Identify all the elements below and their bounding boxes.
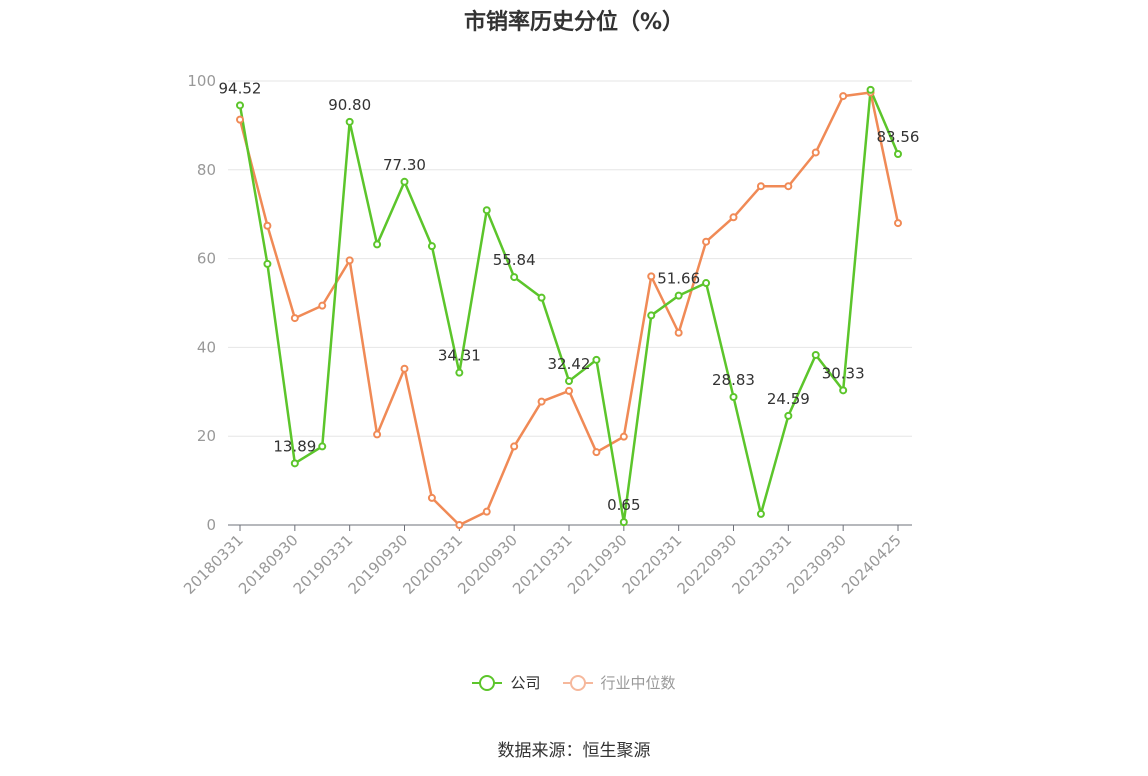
data-point-company (784, 411, 793, 420)
data-point-company (674, 291, 683, 300)
data-point-industry (619, 432, 628, 441)
data-labels: 94.52 13.89 90.80 77.30 34.31 55.84 32.42 0.65 5… (219, 79, 920, 514)
legend-swatch-company (472, 674, 503, 691)
data-point-industry (647, 272, 656, 281)
data-point-company (482, 206, 491, 215)
data-point-industry (482, 507, 491, 516)
data-point-industry (674, 328, 683, 337)
data-point-company (866, 85, 875, 94)
data-point-industry (290, 314, 299, 323)
data-point-company (756, 509, 765, 518)
data-point-industry (894, 219, 902, 228)
data-point-industry (784, 182, 793, 191)
data-point-industry (537, 397, 546, 406)
data-point-industry (400, 364, 409, 373)
data-point-industry (427, 493, 436, 502)
y-tick-label: 0 (206, 516, 216, 534)
legend-label-industry: 行业中位数 (600, 674, 676, 692)
data-label-company: 51.66 (657, 270, 700, 288)
data-point-industry (811, 148, 820, 157)
y-tick-label: 60 (197, 250, 216, 268)
legend: 公司 行业中位数 (0, 672, 1148, 693)
x-tick-label: 20240425 (838, 531, 905, 598)
data-point-company (647, 311, 656, 320)
line-chart: 0204060801002018033120180930201903312019… (180, 72, 920, 598)
data-point-company (318, 442, 327, 451)
data-label-company: 77.30 (383, 156, 426, 174)
data-point-company (290, 459, 299, 468)
data-point-company (811, 350, 820, 359)
data-source: 数据来源：恒生聚源 (497, 741, 651, 761)
legend-swatch-industry (562, 674, 593, 691)
data-label-company: 32.42 (548, 355, 591, 373)
y-tick-label: 20 (197, 427, 216, 445)
data-label-company: 30.33 (822, 364, 865, 382)
data-point-industry (455, 521, 464, 529)
chart-title: 市销率历史分位（%） (463, 10, 685, 35)
data-point-company (729, 392, 738, 401)
data-point-industry (236, 115, 244, 124)
data-point-company (537, 293, 546, 302)
y-tick-label: 100 (187, 72, 216, 90)
grid-lines (228, 80, 912, 437)
data-label-company: 28.83 (712, 371, 755, 389)
data-label-company: 13.89 (273, 437, 316, 455)
axes: 0204060801002018033120180930201903312019… (180, 72, 912, 598)
legend-item-industry[interactable]: 行业中位数 (562, 672, 676, 693)
data-label-company: 83.56 (877, 128, 920, 146)
data-point-industry (565, 386, 573, 395)
data-point-industry (592, 448, 601, 457)
data-label-company: 34.31 (438, 347, 481, 365)
data-point-company (894, 149, 902, 158)
legend-label-company: 公司 (510, 674, 541, 692)
y-tick-label: 40 (197, 338, 216, 356)
series-lines (238, 88, 900, 527)
data-point-industry (702, 237, 711, 246)
data-label-company: 0.65 (607, 496, 640, 514)
data-point-company (592, 355, 601, 364)
data-point-industry (839, 92, 848, 101)
data-point-company (839, 386, 848, 395)
data-point-industry (756, 182, 765, 191)
data-point-company (455, 368, 464, 377)
series-line-company (238, 88, 900, 524)
data-point-industry (345, 256, 354, 265)
data-point-industry (510, 442, 519, 451)
data-points (236, 85, 902, 529)
data-point-company (427, 242, 436, 251)
data-point-company (619, 518, 628, 527)
data-point-company (565, 377, 573, 386)
data-point-company (510, 273, 519, 282)
y-tick-label: 80 (197, 161, 216, 179)
data-point-company (345, 117, 354, 126)
data-label-company: 94.52 (219, 79, 262, 97)
data-point-company (702, 279, 711, 288)
data-point-industry (729, 213, 738, 222)
data-point-company (400, 177, 409, 186)
data-point-industry (373, 430, 382, 439)
data-label-company: 90.80 (328, 96, 371, 114)
data-point-industry (318, 301, 327, 310)
data-label-company: 24.59 (767, 390, 810, 408)
data-point-industry (263, 221, 272, 230)
data-point-company (373, 240, 382, 249)
data-point-company (263, 259, 272, 268)
data-label-company: 55.84 (493, 251, 536, 269)
data-point-company (236, 101, 244, 110)
legend-item-company[interactable]: 公司 (472, 672, 541, 693)
series-line-industry (238, 91, 900, 527)
